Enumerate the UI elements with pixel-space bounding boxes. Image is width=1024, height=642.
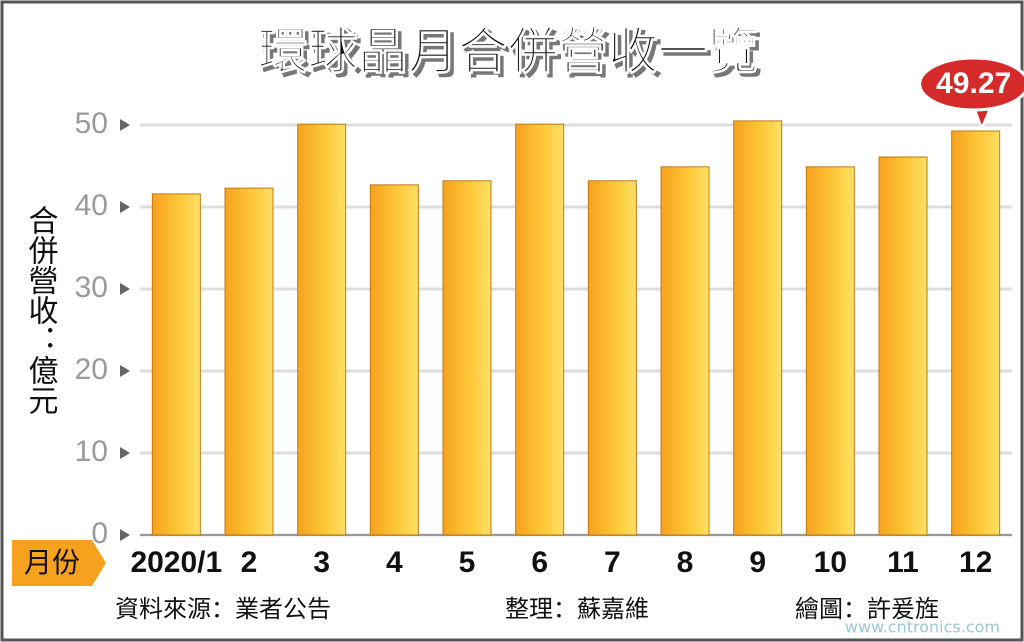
- x-tick-label: 6: [531, 546, 548, 579]
- x-tick-label: 11: [887, 546, 919, 579]
- bar: [878, 156, 928, 536]
- x-tick-label: 5: [459, 546, 476, 579]
- tick-arrow: [120, 283, 130, 295]
- x-label-box: [12, 540, 106, 586]
- bar: [805, 166, 855, 536]
- bar: [442, 180, 492, 536]
- chart-title: 環球晶月合併營收一覽: [258, 23, 758, 81]
- bar: [151, 193, 201, 536]
- x-tick-label: 10: [814, 546, 847, 579]
- callout: [918, 56, 1024, 112]
- x-axis-label: 月份: [24, 546, 80, 579]
- y-tick-label: 30: [75, 271, 108, 304]
- data-label: 49.27: [936, 67, 1011, 100]
- x-tick-label: 4: [386, 546, 403, 579]
- x-tick-label: 2: [241, 546, 258, 579]
- source: 資料來源：業者公告: [115, 595, 331, 623]
- y-tick-label: 40: [75, 189, 108, 222]
- y-tick-label: 10: [75, 435, 108, 468]
- tick-arrow: [120, 201, 130, 213]
- bar: [587, 180, 637, 536]
- artist: 繪圖：許爰旌: [795, 595, 939, 623]
- y-tick-label: 50: [75, 107, 108, 140]
- tick-arrow: [120, 119, 130, 131]
- watermark: www.cntronics.com: [845, 618, 1000, 637]
- bar: [515, 123, 565, 536]
- bar: [951, 130, 1001, 536]
- chart-title-shadow: 環球晶月合併營收一覽: [262, 27, 762, 85]
- y-tick-label: 0: [91, 517, 108, 550]
- x-tick-label: 9: [749, 546, 766, 579]
- editor: 整理：蘇嘉維: [505, 595, 649, 623]
- tick-arrow: [120, 365, 130, 377]
- tick-arrow: [120, 529, 130, 541]
- x-tick-label: 12: [959, 546, 992, 579]
- x-tick-label: 7: [604, 546, 621, 579]
- bar: [369, 184, 419, 536]
- tick-arrow: [120, 447, 130, 459]
- y-axis-label: 合併營收：億元: [23, 205, 59, 415]
- x-tick-label: 2020/1: [130, 546, 222, 579]
- bar: [733, 120, 783, 536]
- bar: [224, 187, 274, 536]
- bar: [297, 123, 347, 536]
- x-tick-label: 8: [677, 546, 694, 579]
- bar: [660, 166, 710, 536]
- x-tick-label: 3: [313, 546, 330, 579]
- y-tick-label: 20: [75, 353, 108, 386]
